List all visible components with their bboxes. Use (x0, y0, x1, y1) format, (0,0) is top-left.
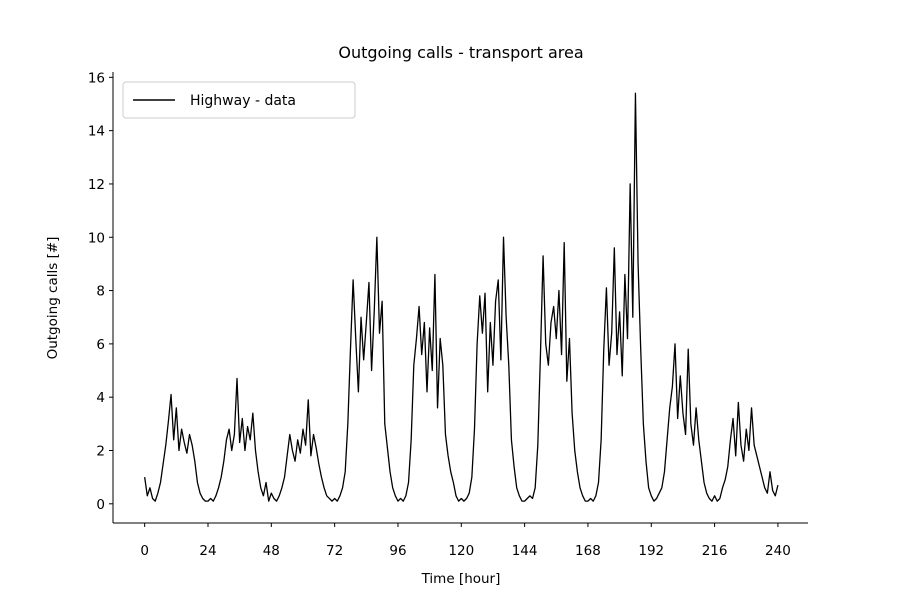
x-tick-label: 240 (765, 543, 791, 559)
x-tick-label: 216 (702, 543, 728, 559)
y-tick-label: 14 (88, 124, 105, 140)
x-tick-label: 144 (512, 543, 538, 559)
x-tick-label: 48 (263, 543, 280, 559)
x-axis-label: Time [hour] (421, 571, 501, 587)
x-tick-label: 120 (448, 543, 474, 559)
chart-title: Outgoing calls - transport area (338, 43, 583, 62)
y-tick-label: 6 (96, 337, 105, 353)
x-tick-label: 24 (199, 543, 216, 559)
x-tick-label: 168 (575, 543, 601, 559)
x-tick-label: 192 (638, 543, 664, 559)
y-tick-label: 10 (88, 230, 105, 246)
y-tick-label: 0 (96, 497, 105, 513)
y-tick-label: 4 (96, 390, 105, 406)
y-tick-label: 12 (88, 177, 105, 193)
y-axis-label: Outgoing calls [#] (45, 237, 61, 360)
y-tick-label: 8 (96, 284, 105, 300)
x-tick-label: 96 (389, 543, 406, 559)
y-tick-label: 16 (88, 70, 105, 86)
x-tick-label: 72 (326, 543, 343, 559)
x-tick-label: 0 (140, 543, 149, 559)
data-line (144, 92, 779, 502)
y-tick-label: 2 (96, 443, 105, 459)
legend-box (122, 81, 356, 119)
legend-label: Highway - data (190, 93, 296, 109)
